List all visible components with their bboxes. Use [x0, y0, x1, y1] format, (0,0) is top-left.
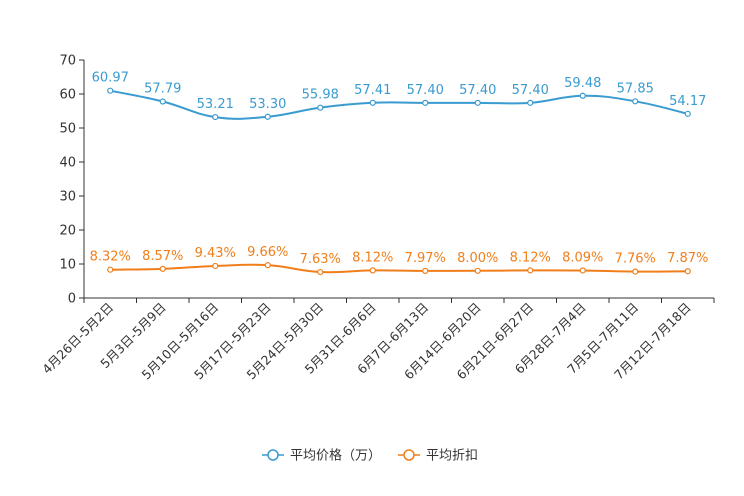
data-point — [527, 267, 534, 274]
data-point — [684, 110, 691, 117]
data-point — [369, 267, 376, 274]
data-point — [264, 262, 271, 269]
y-tick-label: 50 — [59, 122, 76, 137]
data-label: 8.12% — [510, 250, 551, 265]
data-label: 8.57% — [142, 249, 183, 264]
data-label: 7.87% — [667, 251, 708, 266]
data-label: 7.97% — [405, 251, 446, 266]
legend[interactable]: 平均价格（万） 平均折扣 — [262, 448, 478, 464]
data-point — [264, 113, 271, 120]
data-point — [107, 266, 114, 273]
y-tick-label: 20 — [59, 224, 76, 239]
data-point — [317, 104, 324, 111]
series-group: 60.97 57.79 53.21 53.30 55.98 57.41 57.40 57.40… — [90, 71, 708, 276]
data-label: 57.40 — [459, 83, 496, 98]
y-tick-label: 60 — [59, 88, 76, 103]
series-line — [110, 263, 688, 274]
data-label: 8.00% — [457, 251, 498, 266]
data-point — [684, 268, 691, 275]
data-point — [159, 98, 166, 105]
data-point — [632, 268, 639, 275]
data-point — [422, 99, 429, 106]
data-point — [527, 99, 534, 106]
legend-marker-icon — [403, 449, 415, 461]
y-tick-label: 10 — [59, 258, 76, 273]
data-label: 57.85 — [617, 81, 654, 96]
data-label: 8.09% — [562, 250, 603, 265]
data-label: 8.12% — [352, 250, 393, 265]
legend-label: 平均折扣 — [426, 449, 478, 464]
data-label: 55.98 — [302, 88, 339, 103]
legend-item-1[interactable]: 平均价格（万） — [262, 448, 381, 464]
y-tick-label: 40 — [59, 156, 76, 171]
data-label: 54.17 — [669, 94, 706, 109]
data-label: 57.40 — [407, 83, 444, 98]
data-point — [579, 92, 586, 99]
data-point — [317, 268, 324, 276]
data-point — [107, 87, 114, 94]
y-tick-label: 30 — [59, 190, 76, 205]
data-label: 60.97 — [92, 71, 129, 86]
data-label: 57.40 — [512, 83, 549, 98]
data-label: 53.21 — [197, 97, 234, 112]
x-axis-ticks: 4月26日-5月2日5月3日-5月9日5月10日-5月16日5月17日-5月23… — [39, 298, 715, 382]
data-point — [579, 267, 586, 274]
data-point — [632, 98, 639, 105]
data-point — [212, 262, 219, 270]
data-label: 57.79 — [144, 82, 181, 97]
data-label: 59.48 — [564, 76, 601, 91]
y-axis-ticks: 0 10 20 30 40 50 60 70 — [59, 54, 84, 307]
legend-label: 平均价格（万） — [290, 448, 381, 464]
legend-item-2[interactable]: 平均折扣 — [398, 449, 478, 464]
data-label: 8.32% — [90, 250, 131, 265]
data-point — [422, 267, 429, 275]
data-label: 53.30 — [249, 97, 286, 112]
data-point — [369, 99, 376, 106]
data-point — [212, 113, 219, 121]
data-label: 7.63% — [300, 252, 341, 267]
data-point — [474, 267, 481, 274]
data-point — [159, 265, 166, 272]
data-label: 7.76% — [615, 252, 656, 267]
y-tick-label: 70 — [59, 54, 76, 69]
series-line — [110, 89, 688, 120]
data-label: 9.66% — [247, 245, 288, 260]
series-2: 8.32% 8.57% 9.43% 9.66% 7.63% 8.12% 7.97% 8.00%… — [90, 245, 708, 276]
legend-marker-icon — [267, 449, 279, 461]
data-point — [474, 99, 481, 106]
data-label: 9.43% — [195, 246, 236, 261]
y-tick-label: 0 — [68, 292, 76, 307]
data-label: 57.41 — [354, 83, 391, 98]
series-1: 60.97 57.79 53.21 53.30 55.98 57.41 57.40 57.40… — [92, 71, 706, 121]
